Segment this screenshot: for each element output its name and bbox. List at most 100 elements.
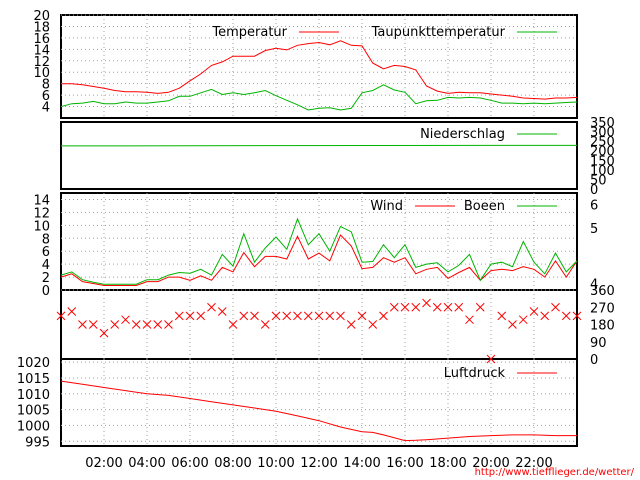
- wind-direction-marker-stroke: [379, 311, 388, 321]
- precipitation-panel-frame: [60, 121, 578, 190]
- wind-direction-marker-stroke: [551, 302, 560, 312]
- wind-direction-marker-stroke: [217, 307, 227, 316]
- wind-direction-marker-stroke: [260, 320, 270, 329]
- wind-direction-marker: [293, 311, 302, 321]
- wind-direction-marker: [99, 328, 109, 338]
- wind-direction-marker: [56, 311, 66, 321]
- wind-direction-marker: [454, 302, 464, 312]
- wind-series-0: [60, 234, 578, 286]
- wind-direction-marker: [282, 311, 292, 321]
- wind-direction-marker: [78, 320, 87, 329]
- pressure-y-tick-label: 1020: [17, 356, 50, 371]
- wind-direction-marker-stroke: [67, 307, 77, 316]
- wind-direction-marker-stroke: [207, 302, 216, 312]
- axis-labels: 02:00 04:00 06:00 08:00 10:00 12:00 14:00 16:00…: [17, 9, 615, 471]
- x-tick-label: 12:00: [300, 456, 337, 471]
- wind-direction-marker-stroke: [250, 311, 259, 321]
- wind-direction-marker: [540, 311, 550, 321]
- wind-direction-marker: [529, 307, 539, 316]
- temperature-y-tick-label: 14: [33, 43, 50, 58]
- wind-direction-marker: [174, 311, 184, 321]
- wind-direction-marker-stroke: [561, 311, 571, 321]
- precipitation-y2-tick-label: 300: [590, 126, 615, 141]
- wind-direction-marker-stroke: [228, 320, 238, 329]
- x-tick-label: 22:00: [515, 456, 552, 471]
- boeen-legend-label: Boeen: [464, 199, 505, 214]
- x-tick-label: 14:00: [343, 456, 380, 471]
- wind-direction-marker-stroke: [314, 311, 324, 321]
- wind-direction-marker-stroke: [475, 302, 485, 312]
- legends: Temperatur Taupunkttemperatur Niederschlag…: [211, 25, 557, 381]
- wind-direction-marker: [121, 315, 130, 325]
- wind_direction-y2-tick-label: 180: [590, 319, 615, 334]
- wind-direction-marker: [518, 315, 528, 325]
- wind-direction-marker: [196, 311, 206, 321]
- wind-direction-marker: [228, 320, 238, 329]
- wind-direction-marker-stroke: [357, 311, 367, 321]
- temperature-y-tick-label: 20: [33, 9, 50, 24]
- wind-direction-marker: [561, 311, 571, 321]
- wind-direction-marker-stroke: [185, 311, 195, 321]
- wind-direction-marker: [379, 311, 388, 321]
- wind-direction-marker: [336, 311, 345, 321]
- wind-direction-marker: [142, 320, 152, 329]
- precipitation-y2-tick-label: 200: [590, 145, 615, 160]
- wind-direction-marker: [164, 320, 173, 329]
- x-tick-label: 04:00: [128, 456, 165, 471]
- wind-direction-marker: [239, 311, 249, 321]
- wind-direction-marker-stroke: [529, 307, 539, 316]
- wind-y-tick-label: 12: [33, 206, 50, 221]
- wind-direction-marker-stroke: [303, 311, 313, 321]
- wind-y-tick-label: 14: [33, 193, 50, 208]
- taupunkt-legend-label: Taupunkttemperatur: [371, 25, 506, 40]
- wind-direction-marker-stroke: [454, 302, 464, 312]
- temperature-y-tick-label: 4: [42, 101, 50, 116]
- wind-direction-marker: [465, 315, 474, 325]
- wind-direction-marker: [422, 298, 431, 308]
- credit-link[interactable]: http://www.tiefflieger.de/wetter/: [475, 467, 635, 478]
- wind-direction-marker: [551, 302, 560, 312]
- wind-direction-marker: [475, 302, 485, 312]
- wind_direction-y2-tick-label: 90: [590, 336, 607, 351]
- temperatur-legend-label: Temperatur: [211, 25, 287, 40]
- wind-direction-marker: [185, 311, 195, 321]
- wind-y2-tick-label: 5: [590, 222, 598, 237]
- wind-direction-marker-stroke: [99, 328, 109, 338]
- wind-direction-marker-stroke: [400, 302, 410, 312]
- wind-direction-marker-stroke: [239, 311, 249, 321]
- wind-direction-marker: [508, 320, 517, 329]
- wind-direction-marker-stroke: [78, 320, 87, 329]
- wind-y-tick-label: 0: [42, 284, 50, 299]
- wind-direction-marker: [497, 311, 507, 321]
- wind-direction-marker-stroke: [153, 320, 163, 329]
- wind-direction-marker: [303, 311, 313, 321]
- temperature-y-tick-label: 12: [33, 55, 50, 70]
- wind-direction-marker: [368, 320, 378, 329]
- wind-legend-label: Wind: [370, 199, 403, 214]
- wind-y2-tick-label: 4: [590, 278, 598, 293]
- wind-y-tick-label: 2: [42, 271, 50, 286]
- data-series: [56, 40, 582, 442]
- wind-direction-marker-stroke: [432, 302, 442, 312]
- pressure-y-tick-label: 1005: [17, 404, 50, 419]
- wind-direction-marker: [67, 307, 77, 316]
- wind-y-tick-label: 6: [42, 245, 50, 260]
- wind-direction-marker-stroke: [486, 354, 496, 364]
- wind-direction-marker-stroke: [282, 311, 292, 321]
- wind-direction-marker-stroke: [121, 315, 130, 325]
- wind-y2-tick-label: 6: [590, 199, 598, 214]
- wind-direction-marker-stroke: [443, 302, 453, 312]
- wind-direction-marker-stroke: [508, 320, 517, 329]
- precipitation-y2-tick-label: 100: [590, 164, 615, 179]
- wind-series-1: [60, 217, 578, 285]
- wind-direction-marker-stroke: [196, 311, 206, 321]
- wind-direction-marker: [131, 320, 141, 329]
- wind-direction-marker: [432, 302, 442, 312]
- wind-direction-marker-stroke: [88, 320, 98, 329]
- wind-direction-marker: [389, 302, 399, 312]
- wind-direction-marker: [314, 311, 324, 321]
- precipitation-series: [60, 144, 577, 147]
- temperature-series-0: [61, 40, 578, 100]
- wind-direction-marker-stroke: [411, 302, 421, 312]
- precipitation-y2-tick-label: 50: [590, 173, 607, 188]
